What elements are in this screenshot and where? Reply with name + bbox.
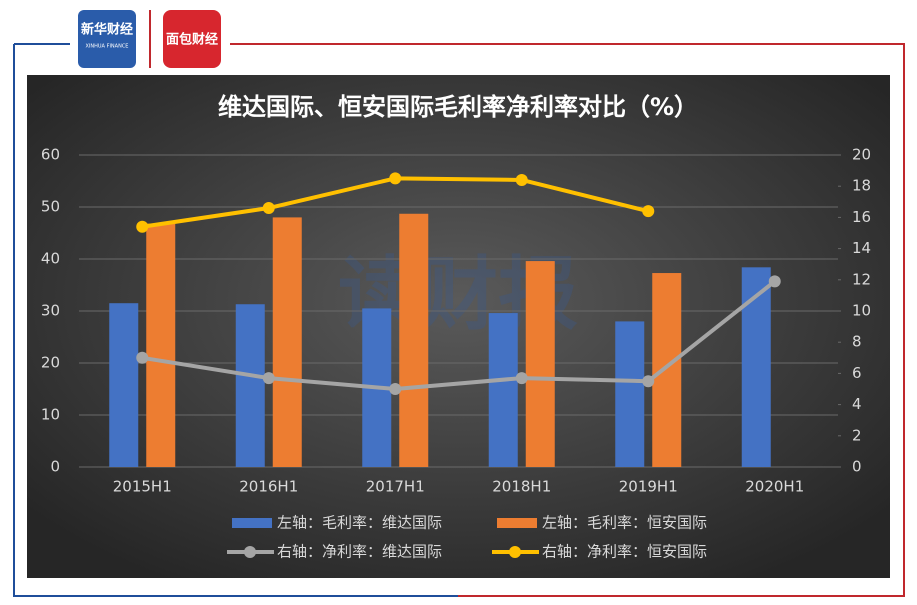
legend-label: 左轴：毛利率：维达国际	[277, 514, 442, 532]
bar	[109, 303, 139, 467]
logo2-box	[163, 10, 221, 68]
y-tick-label: 0	[50, 458, 60, 476]
x-tick-label: 2020H1	[745, 478, 804, 496]
y2-tick-label: 12	[852, 270, 871, 288]
point	[262, 372, 275, 385]
x-tick-label: 2015H1	[113, 478, 172, 496]
y-tick-label: 60	[41, 146, 60, 164]
logo1: 新华财经	[81, 22, 133, 38]
y-tick-label: 10	[41, 406, 60, 424]
legend-swatch	[244, 546, 256, 558]
bar	[146, 223, 176, 467]
legend-label: 右轴：净利率：维达国际	[277, 543, 442, 561]
bar	[235, 304, 265, 467]
bar	[615, 321, 645, 467]
y2-tick-label: 4	[852, 395, 862, 413]
frame-left	[13, 43, 458, 597]
y2-tick-label: 14	[852, 239, 871, 257]
y2-tick-label: 16	[852, 208, 871, 226]
bar	[399, 213, 429, 467]
y2-tick-label: 18	[852, 177, 871, 195]
plot: 0 10 20 30 40 50 60 0 2 4 6 8 10 12 14 16 18 20 2015H1 2016…	[41, 146, 871, 561]
bar	[741, 267, 771, 467]
point	[389, 383, 402, 395]
bar	[272, 217, 302, 467]
y2-tick-label: 2	[852, 426, 862, 444]
legend-swatch	[232, 518, 272, 528]
bar	[525, 261, 555, 467]
x-tick-label: 2017H1	[366, 478, 425, 496]
y2-tick-label: 20	[852, 146, 871, 164]
logo2: 面包财经	[166, 32, 218, 48]
point	[136, 351, 149, 364]
x-tick-label: 2018H1	[492, 478, 551, 496]
point	[136, 220, 149, 233]
y2-tick-label: 10	[852, 302, 871, 320]
y-tick-label: 20	[41, 354, 60, 372]
y-tick-label: 30	[41, 302, 60, 320]
frame-right	[230, 43, 905, 597]
x-tick-label: 2016H1	[239, 478, 298, 496]
logo1-box	[78, 10, 136, 68]
logo1-sub: XINHUA FINANCE	[86, 44, 129, 50]
y2-tick-label: 8	[852, 333, 862, 351]
legend-label: 右轴：净利率：恒安国际	[542, 543, 707, 561]
x-tick-label: 2019H1	[619, 478, 678, 496]
bar	[652, 273, 682, 467]
point	[642, 375, 655, 388]
point	[389, 172, 402, 185]
y-tick-label: 50	[41, 198, 60, 216]
chart-title: 维达国际、恒安国际毛利率净利率对比（%）	[218, 93, 698, 121]
point	[262, 202, 275, 215]
point	[642, 205, 655, 218]
point	[768, 275, 781, 288]
legend-label: 左轴：毛利率：恒安国际	[542, 514, 707, 532]
bar	[488, 313, 518, 467]
y2-tick-label: 6	[852, 364, 862, 382]
legend-swatch	[509, 546, 521, 558]
point	[515, 372, 528, 385]
line	[141, 279, 776, 391]
y-tick-label: 40	[41, 250, 60, 268]
legend-swatch	[497, 518, 537, 528]
point	[515, 173, 528, 186]
y2-tick-label: 0	[852, 458, 862, 476]
